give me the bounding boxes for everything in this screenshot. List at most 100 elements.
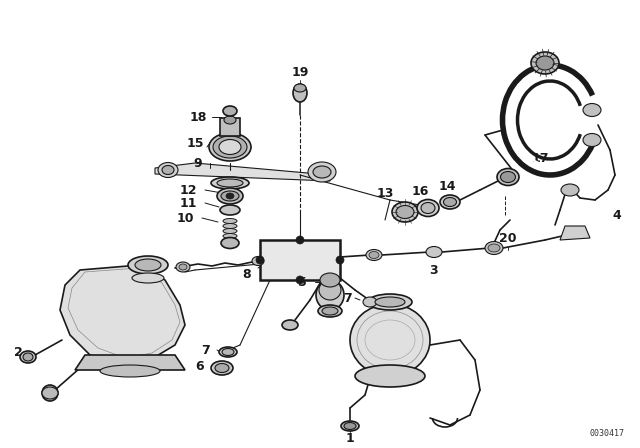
Ellipse shape [369, 251, 379, 258]
Ellipse shape [355, 365, 425, 387]
Circle shape [296, 276, 304, 284]
Ellipse shape [583, 134, 601, 146]
Ellipse shape [320, 273, 340, 287]
Ellipse shape [217, 179, 243, 187]
Ellipse shape [223, 106, 237, 116]
Ellipse shape [318, 305, 342, 317]
Ellipse shape [213, 136, 247, 158]
Ellipse shape [392, 202, 418, 222]
Polygon shape [75, 355, 185, 370]
Ellipse shape [223, 228, 237, 233]
Ellipse shape [211, 177, 249, 189]
Ellipse shape [100, 365, 160, 377]
Ellipse shape [293, 84, 307, 102]
Text: 2: 2 [13, 345, 22, 358]
Text: 4: 4 [612, 208, 621, 221]
Ellipse shape [42, 387, 58, 399]
Text: 18: 18 [189, 111, 207, 124]
Ellipse shape [252, 257, 264, 266]
Bar [260, 240, 340, 280]
Ellipse shape [20, 351, 36, 363]
Text: 1: 1 [346, 431, 355, 444]
Ellipse shape [583, 103, 601, 116]
Ellipse shape [128, 256, 168, 274]
Ellipse shape [223, 224, 237, 228]
Text: 14: 14 [438, 180, 456, 193]
Ellipse shape [308, 162, 336, 182]
Ellipse shape [215, 363, 229, 372]
Text: 9: 9 [194, 156, 202, 169]
Ellipse shape [421, 202, 435, 214]
Ellipse shape [226, 193, 234, 199]
Ellipse shape [176, 262, 190, 272]
Polygon shape [60, 265, 185, 365]
Ellipse shape [224, 116, 236, 124]
Text: 19: 19 [291, 65, 308, 78]
Text: 3: 3 [429, 263, 437, 276]
Polygon shape [155, 163, 330, 181]
Text: 5: 5 [298, 276, 307, 289]
Ellipse shape [344, 422, 356, 430]
Ellipse shape [561, 184, 579, 196]
Ellipse shape [531, 52, 559, 74]
Ellipse shape [444, 198, 456, 207]
Circle shape [42, 385, 58, 401]
Ellipse shape [319, 280, 341, 300]
Ellipse shape [363, 297, 377, 307]
Ellipse shape [316, 280, 344, 310]
Ellipse shape [223, 233, 237, 238]
Ellipse shape [211, 361, 233, 375]
Ellipse shape [313, 166, 331, 178]
Ellipse shape [23, 353, 33, 361]
Ellipse shape [158, 163, 178, 177]
Ellipse shape [221, 191, 239, 201]
Ellipse shape [179, 264, 187, 270]
Ellipse shape [135, 259, 161, 271]
Circle shape [256, 256, 264, 264]
Ellipse shape [132, 273, 164, 283]
Ellipse shape [221, 237, 239, 249]
Ellipse shape [536, 56, 554, 70]
Text: 11: 11 [179, 197, 196, 210]
Ellipse shape [219, 139, 241, 155]
Ellipse shape [485, 241, 503, 254]
Text: 7: 7 [200, 344, 209, 357]
Ellipse shape [223, 238, 237, 244]
Ellipse shape [366, 250, 382, 260]
Text: 15: 15 [186, 137, 204, 150]
Ellipse shape [375, 297, 405, 307]
Ellipse shape [426, 246, 442, 258]
Text: 6: 6 [196, 361, 204, 374]
Ellipse shape [223, 219, 237, 224]
Text: 13: 13 [376, 186, 394, 199]
Ellipse shape [417, 199, 439, 216]
Ellipse shape [396, 206, 414, 219]
Ellipse shape [162, 165, 174, 175]
Text: 20: 20 [499, 232, 516, 245]
Text: 16: 16 [412, 185, 429, 198]
Ellipse shape [222, 349, 234, 356]
Ellipse shape [341, 421, 359, 431]
Ellipse shape [440, 195, 460, 209]
Ellipse shape [368, 294, 412, 310]
Text: 0030417: 0030417 [590, 428, 625, 438]
Text: 17: 17 [531, 151, 548, 164]
Ellipse shape [219, 347, 237, 357]
Text: 8: 8 [243, 267, 252, 280]
Ellipse shape [217, 188, 243, 204]
Bar [220, 118, 240, 136]
Text: 7: 7 [344, 292, 353, 305]
Ellipse shape [322, 307, 338, 315]
Ellipse shape [282, 320, 298, 330]
Ellipse shape [488, 244, 500, 252]
Ellipse shape [500, 172, 515, 182]
Text: 10: 10 [176, 211, 194, 224]
Circle shape [296, 236, 304, 244]
Ellipse shape [350, 304, 430, 376]
Ellipse shape [220, 205, 240, 215]
Ellipse shape [209, 133, 251, 161]
Ellipse shape [497, 168, 519, 185]
Text: 12: 12 [179, 184, 196, 197]
Polygon shape [560, 226, 590, 240]
Circle shape [336, 256, 344, 264]
